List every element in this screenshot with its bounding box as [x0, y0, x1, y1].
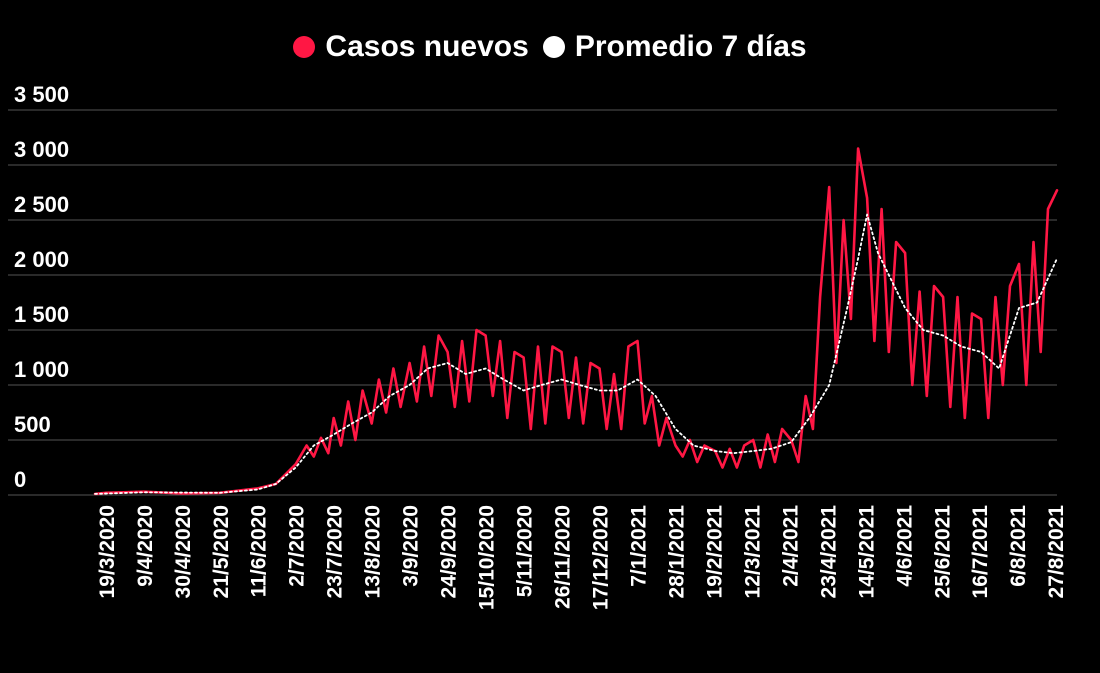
x-tick-label: 2/4/2021	[779, 505, 802, 587]
x-tick-label: 19/2/2021	[703, 505, 726, 599]
x-tick-label: 11/6/2020	[248, 505, 271, 597]
x-tick-label: 28/1/2021	[665, 505, 688, 599]
x-axis: 19/3/2020 9/4/2020 30/4/2020 21/5/2020 11/6/…	[96, 505, 1068, 610]
x-tick-label: 7/1/2021	[627, 505, 650, 587]
x-tick-label: 3/9/2020	[400, 505, 423, 587]
x-tick-label: 6/8/2021	[1007, 505, 1030, 587]
legend-label-promedio: Promedio 7 días	[574, 30, 807, 63]
legend-swatch-casos-nuevos	[293, 36, 316, 58]
y-tick-label: 2 000	[14, 247, 69, 272]
x-tick-label: 24/9/2020	[438, 505, 461, 598]
x-tick-label: 23/4/2021	[817, 505, 840, 599]
y-tick-label: 1 000	[14, 357, 69, 382]
x-tick-label: 4/6/2021	[893, 505, 916, 587]
x-tick-label: 19/3/2020	[96, 505, 119, 598]
x-tick-label: 30/4/2020	[172, 505, 195, 598]
y-tick-label: 1 500	[14, 302, 69, 327]
y-tick-label: 3 500	[14, 82, 69, 107]
y-axis: 0 500 1 000 1 500 2 000 2 500 3 000 3 500	[14, 82, 69, 492]
x-tick-label: 21/5/2020	[210, 505, 233, 598]
legend-item-casos-nuevos: Casos nuevos	[293, 30, 529, 64]
legend: Casos nuevos Promedio 7 días	[0, 30, 1100, 64]
y-tick-label: 3 000	[14, 137, 69, 162]
x-tick-label: 5/11/2020	[514, 505, 537, 597]
x-tick-label: 2/7/2020	[286, 505, 309, 587]
legend-swatch-promedio	[542, 36, 565, 58]
x-tick-label: 27/8/2021	[1045, 505, 1068, 599]
x-tick-label: 16/7/2021	[969, 505, 992, 599]
x-tick-label: 23/7/2020	[324, 505, 347, 598]
x-tick-label: 13/8/2020	[362, 505, 385, 598]
y-tick-label: 0	[14, 467, 26, 492]
x-tick-label: 12/3/2021	[741, 505, 764, 599]
y-tick-label: 500	[14, 412, 51, 437]
x-tick-label: 14/5/2021	[855, 505, 878, 599]
x-tick-label: 17/12/2020	[590, 505, 613, 610]
legend-label-casos-nuevos: Casos nuevos	[325, 30, 529, 63]
y-tick-label: 2 500	[14, 192, 69, 217]
x-tick-label: 25/6/2021	[931, 505, 954, 599]
series-line-promedio	[94, 213, 1058, 495]
series-group	[93, 147, 1059, 496]
series-line-casos-nuevos	[93, 147, 1059, 496]
legend-item-promedio: Promedio 7 días	[542, 30, 807, 64]
gridlines	[8, 109, 1057, 496]
x-tick-label: 15/10/2020	[476, 505, 499, 610]
x-tick-label: 9/4/2020	[134, 505, 157, 587]
x-tick-label: 26/11/2020	[552, 505, 575, 609]
